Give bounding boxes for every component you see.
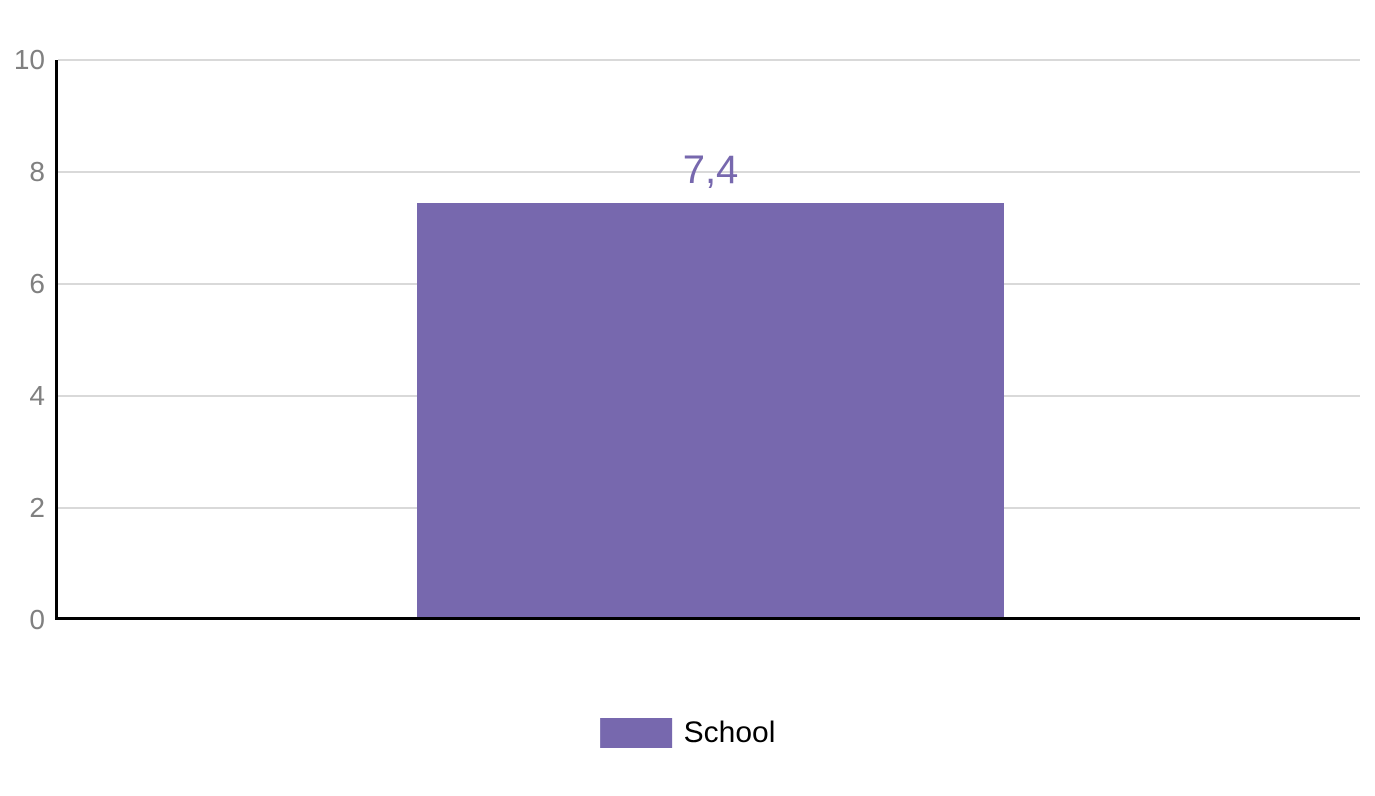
plot-area: 7,4 [55,60,1360,620]
legend-label: School [684,716,776,750]
gridline [58,59,1360,61]
bar [417,203,1004,617]
y-tick-label: 4 [29,380,45,412]
chart-container: 0246810 7,4 [15,60,1360,620]
legend-swatch [600,718,672,748]
y-tick-label: 8 [29,156,45,188]
y-tick-label: 6 [29,268,45,300]
y-tick-label: 10 [14,44,45,76]
y-tick-label: 2 [29,492,45,524]
y-axis-labels: 0246810 [15,60,50,620]
legend: School [600,716,776,750]
y-tick-label: 0 [29,604,45,636]
data-label: 7,4 [683,148,739,193]
